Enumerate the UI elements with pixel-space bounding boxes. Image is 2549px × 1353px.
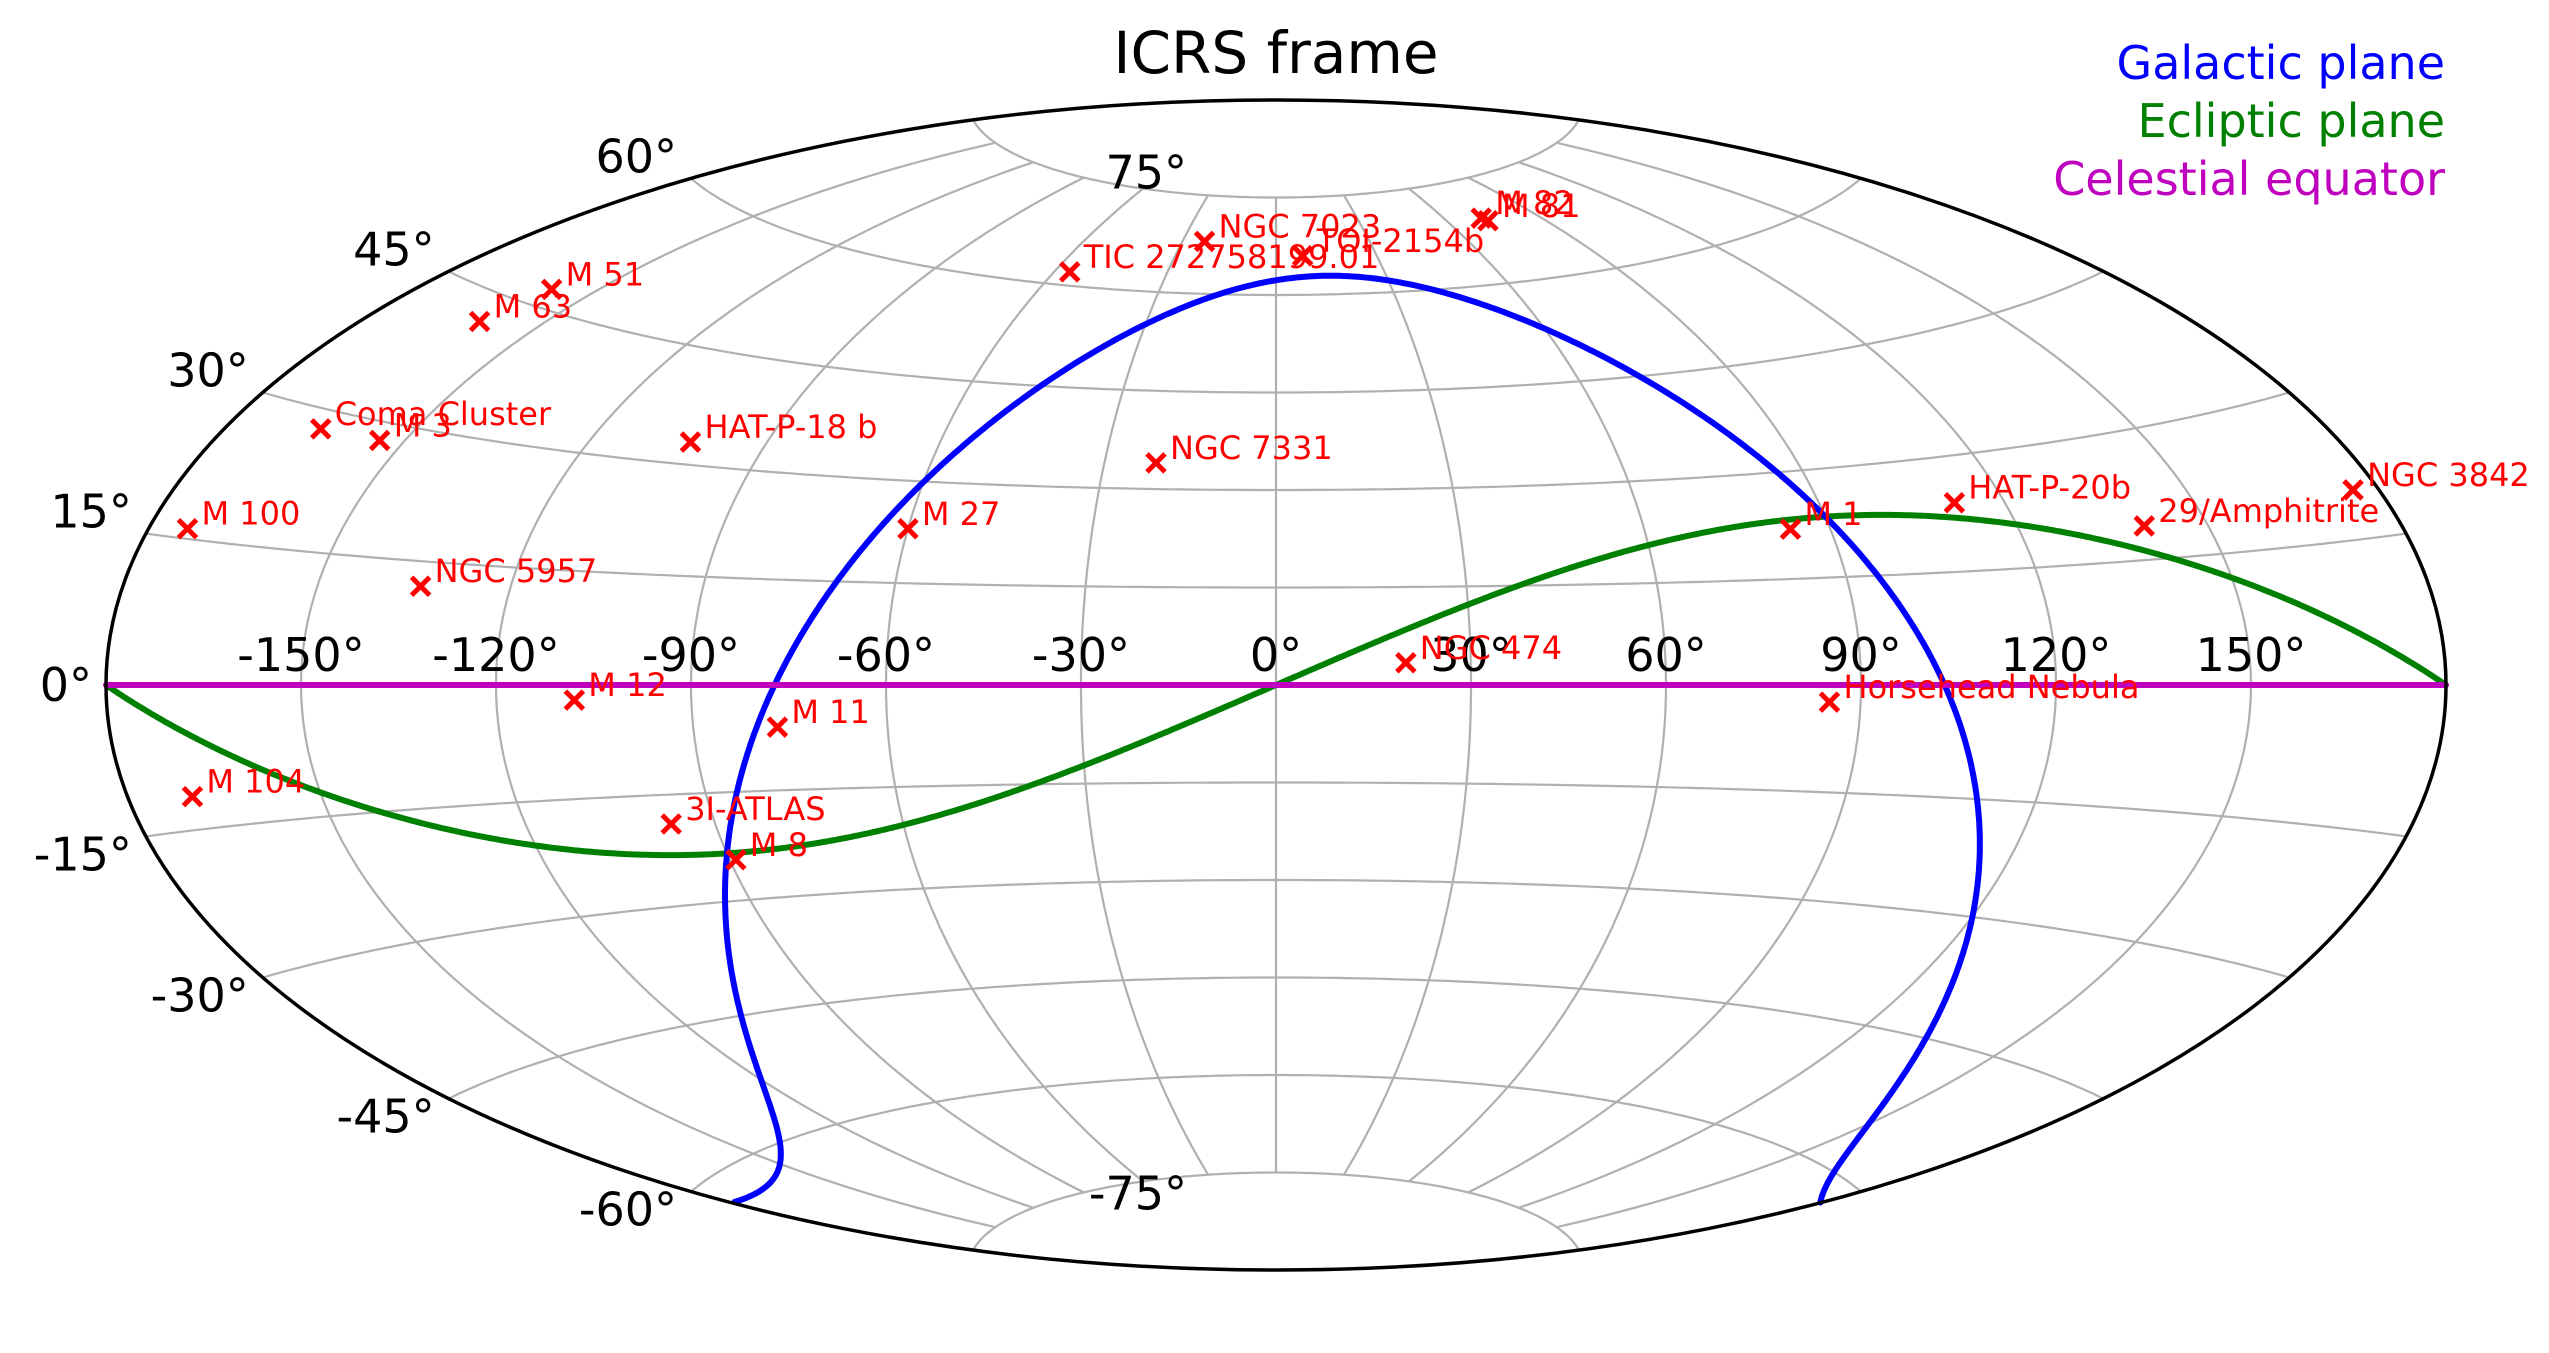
lon-tick-label: -30° bbox=[1032, 628, 1130, 682]
object-label: HAT-P-18 b bbox=[705, 408, 878, 446]
lon-tick-label: 90° bbox=[1820, 628, 1902, 682]
object-label: M 11 bbox=[791, 693, 870, 731]
object-marker bbox=[766, 716, 789, 738]
lon-tick-label: 30° bbox=[1430, 628, 1512, 682]
object-marker bbox=[679, 431, 702, 453]
lat-tick-label: 15° bbox=[50, 485, 132, 539]
object-marker bbox=[1943, 491, 1966, 514]
object-marker bbox=[1145, 452, 1167, 474]
lon-tick-label: 60° bbox=[1625, 628, 1707, 682]
parallel-line bbox=[690, 177, 1862, 297]
object-label: M 81 bbox=[1502, 187, 1581, 225]
object-label: TOI-2154b bbox=[1316, 222, 1484, 260]
object-marker bbox=[660, 813, 682, 835]
parallel-line bbox=[145, 781, 2407, 838]
lat-tick-label: -45° bbox=[337, 1090, 435, 1144]
lat-tick-label: -60° bbox=[579, 1183, 677, 1237]
lat-tick-label: 0° bbox=[40, 658, 92, 712]
galactic-plane-curve bbox=[722, 272, 1983, 1206]
object-label: Horsehead Nebula bbox=[1844, 668, 2140, 706]
object-label: M 63 bbox=[494, 288, 572, 326]
legend-galactic-plane: Galactic plane bbox=[2117, 36, 2445, 90]
object-label: 29/Amphitrite bbox=[2158, 492, 2379, 530]
chart-title: ICRS frame bbox=[1113, 19, 1438, 87]
object-label: NGC 5957 bbox=[435, 552, 598, 590]
object-marker bbox=[409, 575, 432, 598]
parallel-line bbox=[448, 270, 2104, 394]
object-marker bbox=[725, 849, 747, 871]
parallel-line bbox=[972, 119, 1580, 199]
projection-border bbox=[104, 98, 2448, 1272]
parallel-line bbox=[262, 391, 2290, 492]
object-label: M 27 bbox=[922, 495, 1001, 533]
lon-tick-label: -60° bbox=[837, 628, 935, 682]
lon-tick-label: -150° bbox=[237, 628, 364, 682]
lat-tick-label: -15° bbox=[34, 827, 132, 881]
object-label: NGC 474 bbox=[1420, 629, 1562, 667]
object-marker bbox=[1779, 518, 1802, 540]
object-label: NGC 3842 bbox=[2367, 456, 2530, 494]
object-label: M 8 bbox=[750, 826, 808, 864]
object-label: M 12 bbox=[588, 666, 667, 704]
lat-tick-label: -30° bbox=[151, 969, 249, 1023]
legend: Galactic plane Ecliptic plane Celestial … bbox=[2053, 36, 2445, 206]
lat-tick-label: 75° bbox=[1105, 146, 1187, 200]
object-label: NGC 7023 bbox=[1219, 207, 1382, 245]
object-marker bbox=[1291, 245, 1314, 267]
object-marker bbox=[368, 429, 391, 452]
object-label: TIC 272758199.01 bbox=[1083, 238, 1380, 276]
object-label: M 3 bbox=[394, 406, 452, 444]
lat-tick-label: 60° bbox=[595, 129, 677, 183]
parallel-line bbox=[972, 1171, 1580, 1251]
object-label: M 104 bbox=[206, 763, 305, 801]
object-marker bbox=[563, 689, 586, 711]
lon-tick-label: -120° bbox=[432, 628, 559, 682]
lat-tick-label: 45° bbox=[353, 222, 435, 276]
parallel-line bbox=[690, 1073, 1862, 1193]
object-marker bbox=[1477, 210, 1499, 232]
axis-tick-labels: -150° -120° -90° -60° -30° 0° 30° 60° 90° 120° 150… bbox=[34, 129, 2307, 1236]
object-label: M 1 bbox=[1804, 495, 1862, 533]
object-marker bbox=[176, 517, 199, 540]
lon-tick-label: 150° bbox=[2196, 628, 2307, 682]
object-label: HAT-P-20b bbox=[1968, 469, 2131, 507]
object-marker bbox=[468, 310, 491, 333]
lon-tick-label: -90° bbox=[642, 628, 740, 682]
object-marker bbox=[2133, 515, 2156, 537]
lon-tick-label: 0° bbox=[1250, 628, 1302, 682]
object-label: M 100 bbox=[202, 495, 301, 533]
object-label: M 82 bbox=[1495, 184, 1574, 222]
object-marker bbox=[309, 418, 332, 440]
object-marker bbox=[897, 518, 919, 540]
lat-tick-label: 30° bbox=[167, 344, 249, 398]
object-label: M 51 bbox=[566, 255, 645, 293]
legend-celestial-equator: Celestial equator bbox=[2053, 152, 2445, 206]
lat-tick-label: -75° bbox=[1089, 1167, 1187, 1221]
object-marker bbox=[1818, 691, 1841, 713]
object-marker bbox=[540, 278, 563, 301]
object-label: 3I-ATLAS bbox=[685, 790, 825, 828]
object-marker bbox=[2342, 479, 2364, 501]
object-marker bbox=[181, 785, 204, 808]
object-marker bbox=[1058, 261, 1081, 283]
object-label: NGC 7331 bbox=[1170, 429, 1333, 467]
object-label: Coma Cluster bbox=[335, 395, 552, 433]
object-marker bbox=[1395, 652, 1417, 674]
object-marker bbox=[1193, 230, 1216, 253]
legend-ecliptic-plane: Ecliptic plane bbox=[2138, 94, 2445, 148]
parallel-line bbox=[448, 976, 2104, 1100]
lon-tick-label: 120° bbox=[2001, 628, 2112, 682]
parallel-line bbox=[145, 532, 2407, 589]
